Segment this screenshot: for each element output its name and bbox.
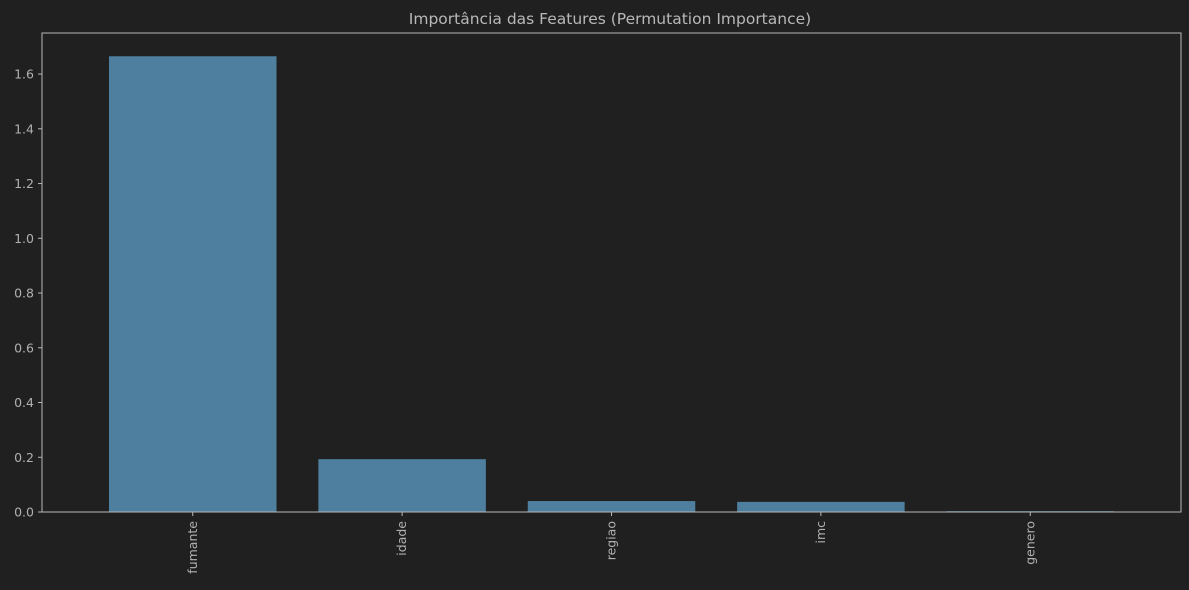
bar-regiao [527,501,696,512]
y-tick-label: 0.8 [14,286,34,301]
x-tick-label: imc [813,521,828,544]
x-tick-label: genero [1022,521,1037,565]
x-tick-label: fumante [185,521,200,574]
y-tick-label: 1.4 [14,121,34,136]
bar-idade [318,459,486,512]
x-tick-label: regiao [604,521,619,560]
y-tick-label: 1.6 [14,67,34,82]
y-tick-label: 1.0 [14,231,34,246]
y-axis-ticks: 0.0 0.2 0.4 0.6 0.8 1.0 1.2 1.4 1.6 [14,67,42,520]
y-tick-label: 0.4 [14,395,34,410]
x-axis-ticks: fumante idade regiao imc genero [185,512,1037,574]
chart-title: Importância das Features (Permutation Im… [409,10,811,28]
y-tick-label: 0.0 [14,505,34,520]
y-tick-label: 0.6 [14,340,34,355]
bar-fumante [109,56,277,512]
x-tick-label: idade [394,521,409,556]
y-tick-label: 0.2 [14,450,34,465]
bars-group [109,56,1114,513]
y-tick-label: 1.2 [14,176,34,191]
bar-imc [737,501,905,512]
